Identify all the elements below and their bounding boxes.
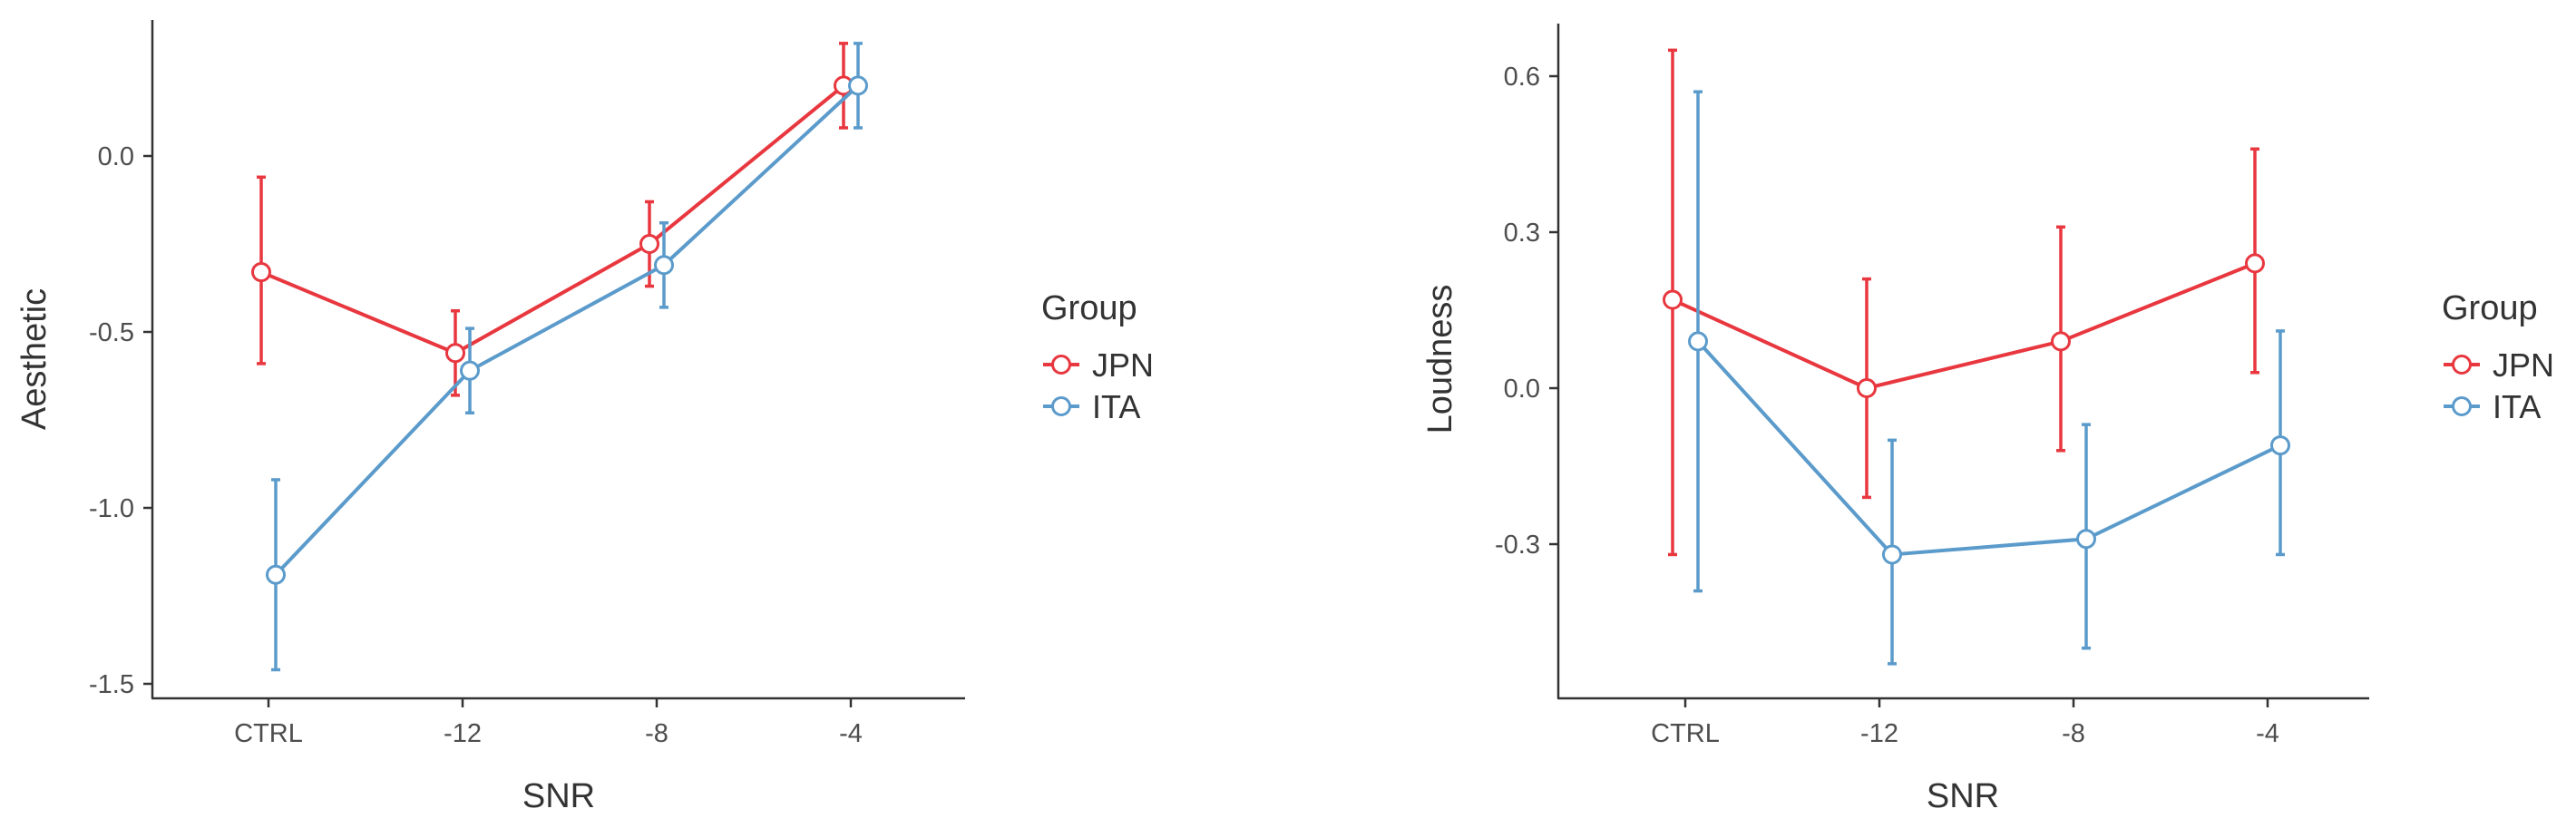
y-tick-label: 0.0 (1504, 375, 1540, 404)
legend-entry-ita: ITA (1043, 388, 1140, 425)
data-point (460, 360, 480, 381)
legend: Group JPN ITA (1041, 289, 1154, 425)
data-point (639, 234, 659, 254)
y-tick-label: 0.6 (1504, 63, 1540, 92)
data-point (251, 262, 271, 283)
data-point (2270, 435, 2290, 456)
y-tick-label: 0.0 (98, 142, 134, 171)
data-point (1688, 331, 1708, 352)
legend-swatch-point (1051, 396, 1071, 416)
legend-entry-jpn: JPN (1043, 346, 1154, 384)
y-tick-label: -1.5 (89, 670, 134, 699)
series-layer (1663, 48, 2290, 666)
legend-title: Group (2442, 289, 2538, 327)
legend-entries: JPN ITA (2444, 346, 2554, 425)
data-point (1857, 378, 1877, 398)
x-axis-label: SNR (522, 777, 595, 815)
legend-swatch-point (1051, 355, 1071, 375)
series-ita (266, 42, 868, 672)
series-line (274, 83, 860, 577)
series-line (260, 83, 845, 356)
x-tick-label: CTRL (1651, 719, 1720, 748)
x-tick-label: -4 (2256, 719, 2279, 748)
data-point (2245, 253, 2265, 274)
x-tick-label: -8 (645, 719, 668, 748)
legend-swatch-point (2452, 355, 2472, 375)
y-ticks: 0.0 -0.5 -1.0 -1.5 (89, 142, 152, 699)
legend-entry-jpn: JPN (2444, 346, 2554, 384)
legend-entry-ita: ITA (2444, 388, 2541, 425)
x-tick-label: CTRL (234, 719, 303, 748)
x-axis-label: SNR (1927, 777, 1999, 815)
series-layer (251, 42, 868, 672)
series-line (1696, 340, 2281, 557)
legend-label: JPN (1092, 346, 1154, 384)
y-tick-label: -0.5 (89, 318, 134, 347)
legend-label: ITA (1092, 388, 1140, 425)
data-point (2051, 331, 2071, 352)
data-point (2076, 529, 2096, 550)
legend-title: Group (1041, 289, 1137, 327)
legend-swatch-point (2452, 396, 2472, 416)
data-point (445, 343, 465, 364)
series-jpn (1663, 48, 2265, 557)
x-ticks: CTRL -12 -8 -4 (1651, 698, 2279, 748)
data-point (848, 75, 868, 96)
x-tick-label: -4 (839, 719, 863, 748)
y-ticks: 0.6 0.3 0.0 -0.3 (1495, 63, 1558, 560)
y-tick-label: 0.3 (1504, 219, 1540, 248)
y-axis-label: Aesthetic (15, 288, 54, 430)
data-point (1663, 289, 1683, 310)
data-point (654, 255, 674, 276)
legend-entries: JPN ITA (1043, 346, 1154, 425)
loudness-panel: 0.6 0.3 0.0 -0.3 CTRL -12 -8 -4 SNR Loudness G… (1421, 24, 2554, 815)
data-point (1882, 544, 1902, 565)
series-line (1672, 261, 2256, 391)
y-axis-label: Loudness (1421, 285, 1459, 434)
y-tick-label: -1.0 (89, 494, 134, 523)
y-tick-label: -0.3 (1495, 531, 1540, 560)
x-ticks: CTRL -12 -8 -4 (234, 698, 863, 748)
x-tick-label: -8 (2062, 719, 2085, 748)
x-tick-label: -12 (1860, 719, 1898, 748)
series-jpn (251, 42, 854, 397)
legend: Group JPN ITA (2442, 289, 2554, 425)
aesthetic-panel: 0.0 -0.5 -1.0 -1.5 CTRL -12 -8 -4 SNR Aestheti… (15, 20, 1154, 815)
series-ita (1688, 90, 2290, 666)
legend-label: ITA (2493, 388, 2541, 425)
data-point (266, 564, 286, 585)
legend-label: JPN (2493, 346, 2554, 384)
x-tick-label: -12 (444, 719, 482, 748)
